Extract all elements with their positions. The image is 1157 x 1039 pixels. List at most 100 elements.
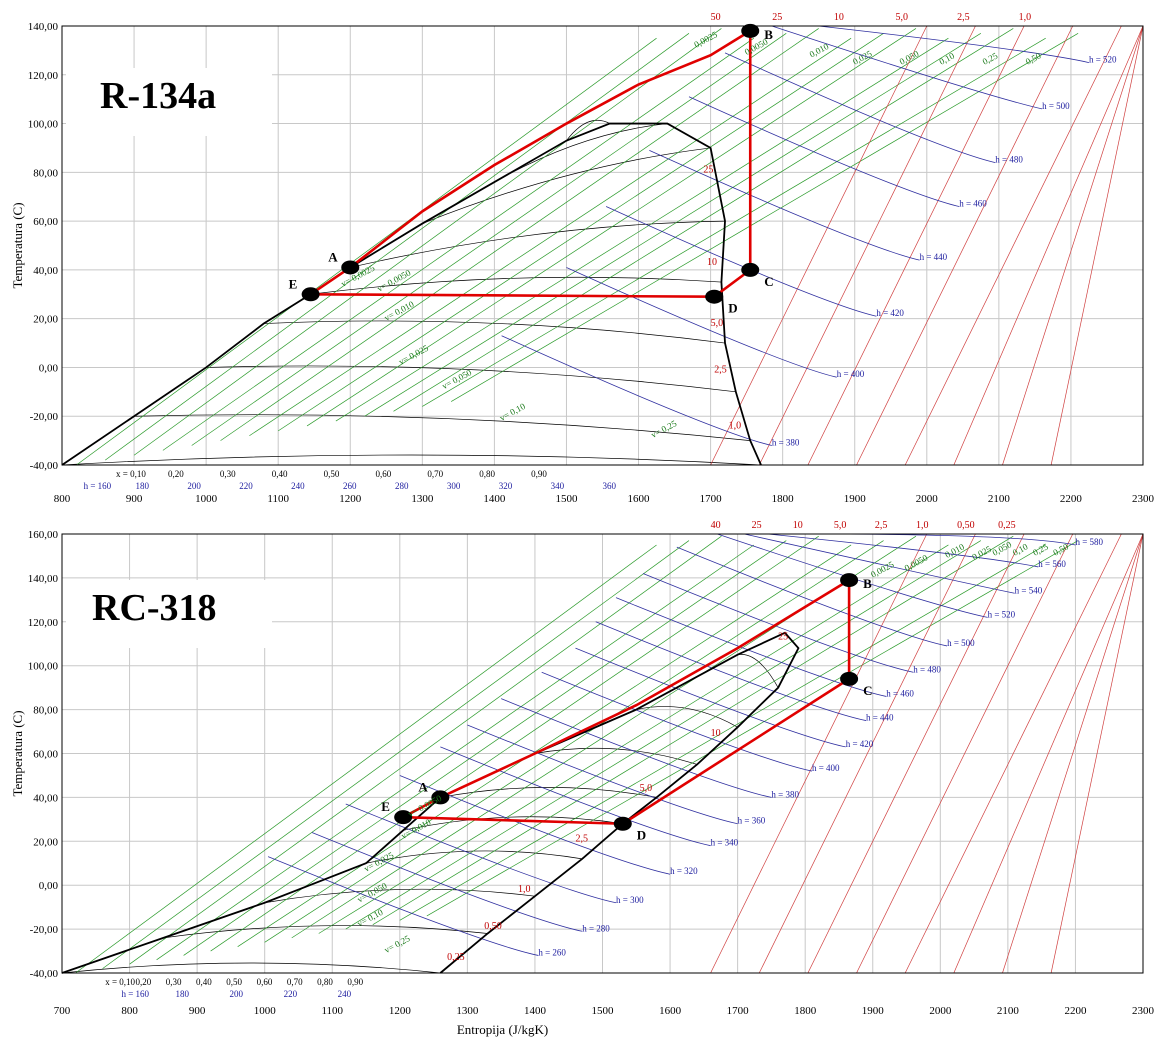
volume-label: 0,050 (898, 48, 921, 67)
chart-panel-1: A B C D Eh = 380 h = 400 h = 420 h = 440 h = 460… (10, 12, 1155, 505)
pressure-line (710, 25, 928, 466)
enthalpy-low-label: 220 (284, 989, 298, 999)
enthalpy-line (311, 832, 583, 932)
pressure-top-label: 25 (752, 520, 762, 531)
volume-label: 0,25 (1031, 541, 1050, 557)
y-tick-label: 80,00 (33, 705, 58, 717)
enthalpy-label: h = 420 (876, 308, 904, 318)
enthalpy-line (541, 671, 813, 772)
volume-label: v= 0,10 (498, 401, 527, 423)
enthalpy-line (676, 546, 948, 647)
y-tick-label: 40,00 (33, 792, 58, 804)
volume-line (426, 540, 1079, 917)
enthalpy-line (717, 533, 988, 618)
enthalpy-label: h = 380 (772, 437, 800, 447)
volume-line (105, 33, 690, 461)
volume-line (220, 28, 819, 441)
x-tick-label: 800 (121, 1005, 138, 1017)
enthalpy-line (501, 698, 772, 798)
cycle-path (402, 577, 851, 826)
quality-label: 0,70 (427, 469, 443, 479)
volume-label: v= 0,025 (362, 850, 395, 874)
pressure-line (1050, 25, 1144, 466)
quality-line (403, 816, 623, 831)
enthalpy-line (467, 724, 738, 825)
quality-label: 0,20 (168, 469, 184, 479)
enthalpy-label: h = 420 (846, 739, 874, 749)
x-tick-label: 2300 (1132, 1005, 1155, 1017)
enthalpy-label: h = 340 (711, 838, 739, 848)
quality-line (440, 787, 657, 798)
enthalpy-low-label: 340 (551, 481, 565, 491)
title-background (66, 68, 272, 136)
pressure-label: 1,0 (729, 420, 742, 431)
enthalpy-label: h = 560 (1038, 559, 1066, 569)
enthalpy-label: h = 540 (1015, 585, 1043, 595)
cycle-point-d (613, 816, 632, 831)
volume-label: v= 0,25 (649, 418, 678, 440)
enthalpy-label: h = 460 (959, 198, 987, 208)
cycle-path (309, 28, 752, 299)
pressure-label: 5,0 (640, 783, 653, 794)
y-tick-label: 140,00 (28, 573, 59, 585)
enthalpy-label: h = 480 (995, 155, 1023, 165)
y-axis-title: Temperatura (C) (10, 202, 25, 288)
enthalpy-low-label: 200 (230, 989, 244, 999)
volume-label: 0,25 (981, 50, 1000, 66)
enthalpy-line (642, 573, 914, 673)
enthalpy-line (440, 746, 711, 847)
pressure-label: 1,0 (518, 884, 531, 895)
enthalpy-label: h = 580 (1075, 537, 1103, 547)
volume-label: v= 0,010 (383, 299, 416, 323)
enthalpy-line (267, 856, 539, 956)
quality-label: 0,70 (287, 977, 303, 987)
quality-label: 0,20 (136, 977, 152, 987)
pressure-line (807, 533, 1025, 974)
volume-label: v= 0,0050 (375, 267, 412, 293)
volume-label: 0,50 (1024, 50, 1043, 66)
volume-line (399, 544, 1046, 921)
enthalpy-label: h = 380 (771, 789, 799, 799)
quality-label: 0,90 (531, 469, 547, 479)
quality-line (134, 414, 751, 441)
x-tick-label: 1200 (339, 493, 362, 505)
cycle-point-label: E (289, 276, 298, 291)
quality-line (350, 220, 726, 268)
cycle-point-d (705, 289, 724, 304)
cycle-point-c (741, 262, 760, 277)
x-tick-label: 1400 (524, 1005, 547, 1017)
volume-line (372, 535, 1014, 926)
volume-line (75, 544, 657, 974)
enthalpy-line (501, 335, 772, 446)
quality-label: 0,60 (375, 469, 391, 479)
quality-label: 0,30 (166, 977, 182, 987)
x-tick-label: 1400 (483, 493, 506, 505)
enthalpy-label: h = 320 (670, 866, 698, 876)
pressure-line (953, 533, 1144, 974)
quality-line (422, 147, 711, 224)
quality-line (365, 850, 583, 864)
quality-line (737, 654, 779, 688)
enthalpy-line (345, 803, 617, 904)
y-tick-label: -40,00 (30, 968, 59, 980)
x-tick-label: 1000 (254, 1005, 277, 1017)
enthalpy-low-label: 220 (239, 481, 253, 491)
x-tick-label: 700 (54, 1005, 71, 1017)
y-tick-label: 40,00 (33, 265, 58, 277)
x-tick-label: 900 (189, 1005, 206, 1017)
pressure-top-label: 1,0 (916, 520, 929, 531)
x-tick-label: 2300 (1132, 493, 1155, 505)
volume-label: v= 0,10 (356, 907, 385, 929)
pressure-line (856, 533, 1074, 974)
x-tick-label: 1700 (700, 493, 723, 505)
pressure-top-label: 5,0 (895, 12, 908, 23)
y-tick-label: 160,00 (28, 529, 59, 541)
enthalpy-low-label: 200 (187, 481, 201, 491)
cycle-point-a (341, 260, 360, 275)
x-tick-label: 1100 (267, 493, 289, 505)
enthalpy-line (688, 96, 960, 207)
volume-line (318, 544, 949, 934)
pressure-line (904, 25, 1122, 466)
x-tick-label: 800 (54, 493, 71, 505)
cycle-point-label: A (328, 249, 338, 264)
